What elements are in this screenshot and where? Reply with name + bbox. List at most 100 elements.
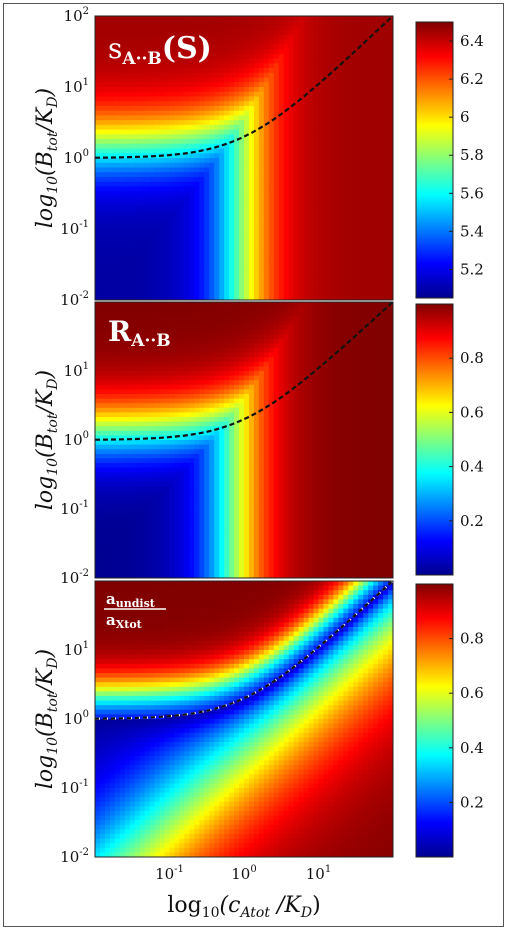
heatmap-cell — [144, 30, 151, 36]
heatmap-cell — [253, 295, 260, 300]
heatmap-cell — [124, 72, 131, 79]
heatmap-cell — [124, 504, 131, 510]
heatmap-cell — [199, 513, 205, 519]
heatmap-cell — [119, 338, 126, 344]
heatmap-cell — [95, 532, 101, 538]
heatmap-cell — [95, 481, 101, 487]
heatmap-cell — [214, 191, 220, 197]
heatmap-cell — [348, 271, 354, 277]
heatmap-cell — [348, 16, 354, 22]
heatmap-cell — [194, 559, 200, 565]
heatmap-cell — [124, 315, 131, 321]
heatmap-cell — [124, 257, 131, 263]
heatmap-cell — [318, 143, 325, 150]
heatmap-cell — [114, 311, 121, 317]
heatmap-cell — [253, 210, 260, 216]
heatmap-cell — [169, 162, 176, 169]
heatmap-cell — [278, 39, 285, 45]
heatmap-cell — [318, 96, 325, 102]
heatmap-cell — [184, 306, 190, 312]
heatmap-cell — [189, 238, 195, 244]
heatmap-cell — [378, 167, 384, 173]
heatmap-cell — [308, 205, 315, 211]
heatmap-cell — [363, 134, 369, 140]
heatmap-cell — [149, 281, 156, 287]
heatmap-cell — [179, 96, 185, 102]
heatmap-cell — [144, 120, 151, 126]
heatmap-cell — [179, 252, 185, 258]
heatmap-cell — [204, 134, 210, 140]
heatmap-cell — [358, 285, 364, 292]
heatmap-cell — [199, 564, 205, 570]
heatmap-cell — [343, 110, 349, 116]
heatmap-cell — [268, 91, 275, 98]
heatmap-cell — [239, 49, 245, 55]
heatmap-cell — [109, 380, 116, 386]
heatmap-cell — [149, 49, 156, 55]
heatmap-cell — [179, 58, 185, 64]
heatmap-cell — [229, 295, 235, 300]
heatmap-cell — [209, 243, 215, 249]
heatmap-cell — [119, 394, 126, 400]
heatmap-cell — [273, 82, 280, 88]
heatmap-cell — [189, 285, 195, 292]
heatmap-cell — [194, 357, 200, 363]
heatmap-cell — [124, 101, 131, 107]
heatmap-cell — [219, 72, 225, 79]
heatmap-cell — [383, 110, 389, 116]
heatmap-cell — [378, 176, 384, 183]
heatmap-cell — [134, 334, 141, 340]
heatmap-cell — [323, 162, 330, 169]
heatmap-cell — [129, 91, 136, 98]
heatmap-cell — [129, 463, 136, 469]
heatmap-cell — [99, 16, 106, 22]
heatmap-cell — [164, 541, 171, 547]
heatmap-cell — [129, 252, 136, 258]
heatmap-cell — [194, 463, 200, 469]
heatmap-cell — [139, 361, 146, 367]
heatmap-cell — [129, 458, 136, 464]
heatmap-cell — [214, 34, 220, 41]
heatmap-cell — [303, 25, 310, 31]
heatmap-cell — [278, 162, 285, 169]
heatmap-cell — [373, 195, 379, 202]
heatmap-cell — [378, 266, 384, 273]
heatmap-cell — [298, 120, 305, 126]
heatmap-cell — [149, 550, 156, 556]
heatmap-cell — [95, 158, 101, 164]
heatmap-cell — [308, 290, 315, 296]
heatmap-cell — [109, 210, 116, 216]
heatmap-cell — [159, 453, 166, 459]
heatmap-cell — [258, 105, 265, 112]
heatmap-cell — [134, 143, 141, 150]
heatmap-cell — [219, 276, 225, 282]
heatmap-cell — [378, 243, 384, 249]
heatmap-cell — [253, 219, 260, 225]
heatmap-cell — [109, 394, 116, 400]
heatmap-cell — [288, 124, 295, 131]
heatmap-cell — [244, 162, 250, 169]
heatmap-cell — [99, 536, 106, 542]
heatmap-cell — [229, 58, 235, 64]
heatmap-cell — [99, 120, 106, 126]
heatmap-cell — [239, 295, 245, 300]
heatmap-cell — [114, 522, 121, 528]
heatmap-cell — [348, 82, 354, 88]
heatmap-cell — [214, 214, 220, 221]
heatmap-cell — [179, 82, 185, 88]
heatmap-cell — [154, 440, 161, 446]
heatmap-cell — [303, 238, 310, 244]
heatmap-cell — [288, 82, 295, 88]
heatmap-cell — [164, 195, 171, 202]
heatmap-cell — [333, 229, 339, 235]
heatmap-cell — [124, 290, 131, 296]
heatmap-cell — [313, 290, 320, 296]
heatmap-cell — [323, 186, 330, 192]
heatmap-cell — [184, 518, 190, 524]
heatmap-cell — [109, 541, 116, 547]
heatmap-cell — [164, 77, 171, 83]
heatmap-cell — [388, 129, 393, 135]
heatmap-cell — [258, 82, 265, 88]
heatmap-cell — [288, 243, 295, 249]
heatmap-cell — [184, 481, 190, 487]
